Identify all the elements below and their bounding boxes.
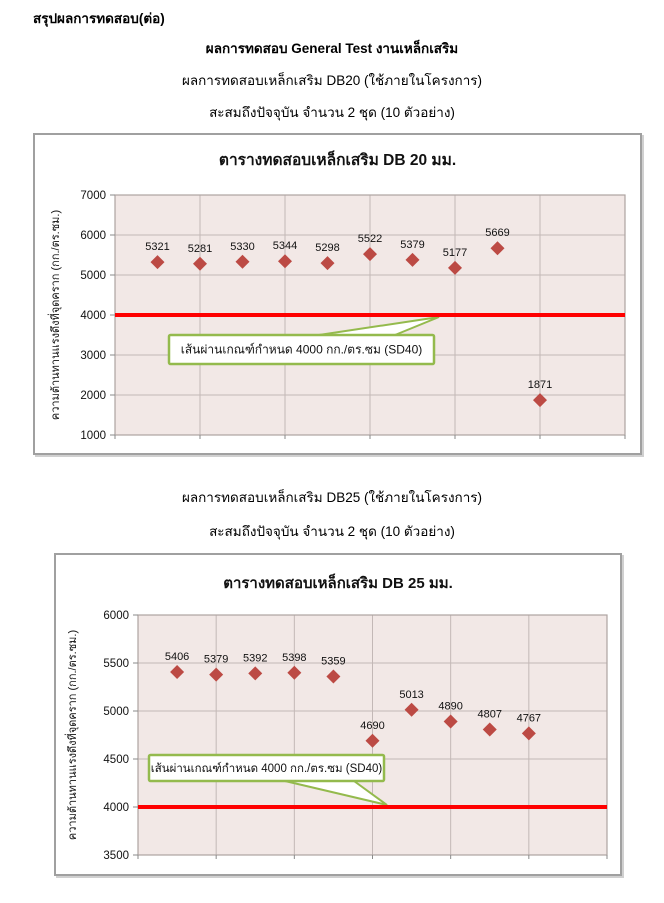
data-point-marker	[320, 256, 335, 271]
section2-line1: ผลการทดสอบเหล็กเสริม DB25 (ใช้ภายในโครงก…	[181, 490, 483, 505]
data-point-marker	[405, 252, 420, 267]
y-tick-label: 6000	[80, 230, 106, 242]
chart-db20-title: ตารางทดสอบเหล็กเสริม DB 20 มม.	[218, 152, 457, 169]
data-point-marker	[170, 665, 185, 680]
section2-line2: สะสมถึงปัจจุบัน จำนวน 2 ชุด (10 ตัวอย่าง…	[209, 524, 455, 539]
y-axis-title: ความต้านทานแรงดึงที่จุดคราก (กก./ตร.ซม.)	[64, 630, 79, 840]
data-point-marker	[482, 722, 497, 737]
data-point-label: 5281	[188, 243, 212, 255]
data-point-marker	[533, 393, 547, 408]
data-point-label: 5359	[321, 656, 345, 668]
data-point-label: 5398	[282, 652, 306, 664]
data-point-label: 5379	[400, 239, 424, 251]
y-tick-label: 3000	[80, 350, 106, 362]
chart-db20-plot: 1000 2000 3000 4000 5000 6000 7000 ความต้านทานแ…	[47, 190, 626, 442]
y-tick-label: 6000	[103, 610, 129, 622]
data-point-marker	[248, 666, 263, 681]
y-tick-label: 3500	[103, 850, 129, 862]
chart-db25-box: ตารางทดสอบเหล็กเสริม DB 25 มม. 3500 4000 4…	[54, 553, 622, 876]
callout-box	[167, 333, 436, 366]
y-tick-label: 4000	[103, 802, 129, 814]
data-point-label: 5522	[358, 233, 382, 245]
data-point-marker	[521, 726, 536, 741]
section1-line2: สะสมถึงปัจจุบัน จำนวน 2 ชุด (10 ตัวอย่าง…	[209, 105, 455, 120]
data-point-label: 4890	[438, 701, 462, 713]
chart-db25-title: ตารางทดสอบเหล็กเสริม DB 25 มม.	[223, 575, 453, 592]
page-title: สรุปผลการทดสอบ(ต่อ)	[33, 11, 165, 26]
data-point-marker	[278, 254, 292, 269]
report-subtitle: ผลการทดสอบ General Test งานเหล็กเสริม	[205, 41, 459, 56]
data-point-label: 1871	[528, 379, 552, 391]
data-point-marker	[287, 665, 302, 680]
data-point-marker	[404, 702, 419, 717]
y-tick-label: 1000	[80, 430, 106, 442]
data-point-label: 5379	[204, 654, 228, 666]
y-tick-label: 5500	[103, 658, 129, 670]
data-point-marker	[490, 241, 505, 256]
y-axis-title: ความต้านทานแรงดึงที่จุดคราก (กก./ตร.ซม.)	[47, 210, 62, 420]
data-point-label: 4807	[478, 709, 502, 721]
y-tick-label: 5000	[80, 270, 106, 282]
callout-box	[147, 753, 386, 783]
y-tick-label: 4500	[103, 754, 129, 766]
chart-db25-plot: 3500 4000 4500 5000 5500 6000 ความต้านทานแรงดึ…	[64, 610, 608, 862]
data-point-label: 4767	[517, 712, 541, 724]
data-point-marker	[363, 247, 377, 262]
data-point-marker	[193, 256, 207, 271]
data-point-label: 5177	[443, 247, 467, 259]
callout-label: เส้นผ่านเกณฑ์กำหนด 4000 กก./ตร.ซม (SD40)	[151, 761, 383, 775]
y-tick-label: 7000	[80, 190, 106, 202]
data-point-marker	[326, 669, 341, 684]
data-point-label: 5298	[315, 242, 339, 254]
data-point-label: 5392	[243, 652, 267, 664]
data-point-marker	[150, 255, 165, 270]
data-point-label: 4690	[360, 720, 384, 732]
data-point-marker	[365, 733, 380, 748]
data-point-marker	[448, 260, 462, 275]
y-tick-label: 5000	[103, 706, 129, 718]
data-point-label: 5321	[145, 241, 169, 253]
y-tick-label: 2000	[80, 390, 106, 402]
section1-line1: ผลการทดสอบเหล็กเสริม DB20 (ใช้ภายในโครงก…	[181, 73, 483, 88]
y-tick-label: 4000	[80, 310, 106, 322]
data-point-marker	[209, 667, 224, 682]
data-point-label: 5330	[230, 241, 254, 253]
data-point-marker	[443, 714, 458, 729]
callout-label: เส้นผ่านเกณฑ์กำหนด 4000 กก./ตร.ซม (SD40)	[181, 343, 423, 357]
data-point-label: 5669	[485, 227, 509, 239]
data-point-label: 5406	[165, 651, 189, 663]
data-point-label: 5013	[399, 689, 423, 701]
data-point-label: 5344	[273, 240, 297, 252]
chart-db20-box: ตารางทดสอบเหล็กเสริม DB 20 มม. 1000 2000 3…	[33, 133, 642, 455]
